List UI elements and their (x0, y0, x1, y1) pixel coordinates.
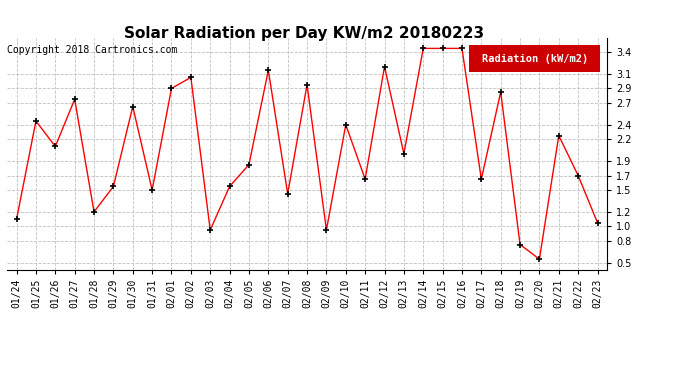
Text: Solar Radiation per Day KW/m2 20180223: Solar Radiation per Day KW/m2 20180223 (124, 26, 484, 41)
Text: Radiation (kW/m2): Radiation (kW/m2) (482, 54, 588, 63)
Text: Copyright 2018 Cartronics.com: Copyright 2018 Cartronics.com (7, 45, 177, 55)
